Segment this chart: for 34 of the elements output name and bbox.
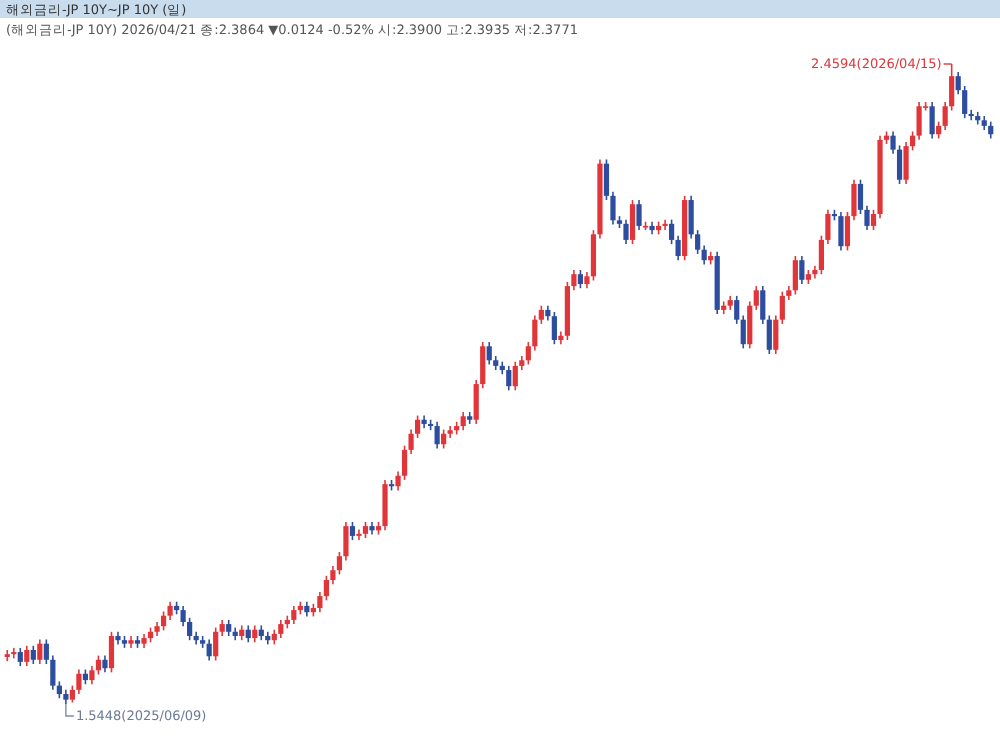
candlestick [623, 218, 629, 245]
candlestick [76, 668, 82, 695]
candlestick [486, 341, 492, 366]
candlestick [506, 365, 512, 392]
candlestick [929, 101, 935, 140]
candlestick [662, 218, 668, 231]
candlestick [37, 638, 43, 665]
candlestick [577, 269, 584, 289]
candlestick [24, 644, 30, 667]
candlestick [108, 630, 115, 674]
candlestick [11, 647, 17, 660]
candlestick [369, 521, 375, 536]
candlestick [629, 199, 636, 245]
candlestick [636, 199, 642, 231]
candlestick [434, 421, 440, 450]
candlestick [792, 255, 798, 296]
candlestick [356, 528, 362, 541]
candlestick [30, 644, 36, 665]
candlestick [278, 619, 284, 639]
candlestick [799, 255, 805, 285]
candlestick [291, 605, 297, 625]
candlestick [551, 311, 557, 345]
candlestick [441, 428, 447, 450]
candlestick [160, 610, 167, 632]
candlestick [512, 360, 518, 392]
candlestick [95, 654, 102, 676]
candlestick [349, 521, 356, 541]
candlestick [838, 211, 844, 252]
candlestick [460, 411, 466, 432]
candlestick [213, 626, 219, 662]
candlestick [382, 479, 388, 532]
candlestick [721, 300, 727, 315]
candlestick [206, 638, 212, 662]
candlestick [17, 647, 23, 667]
